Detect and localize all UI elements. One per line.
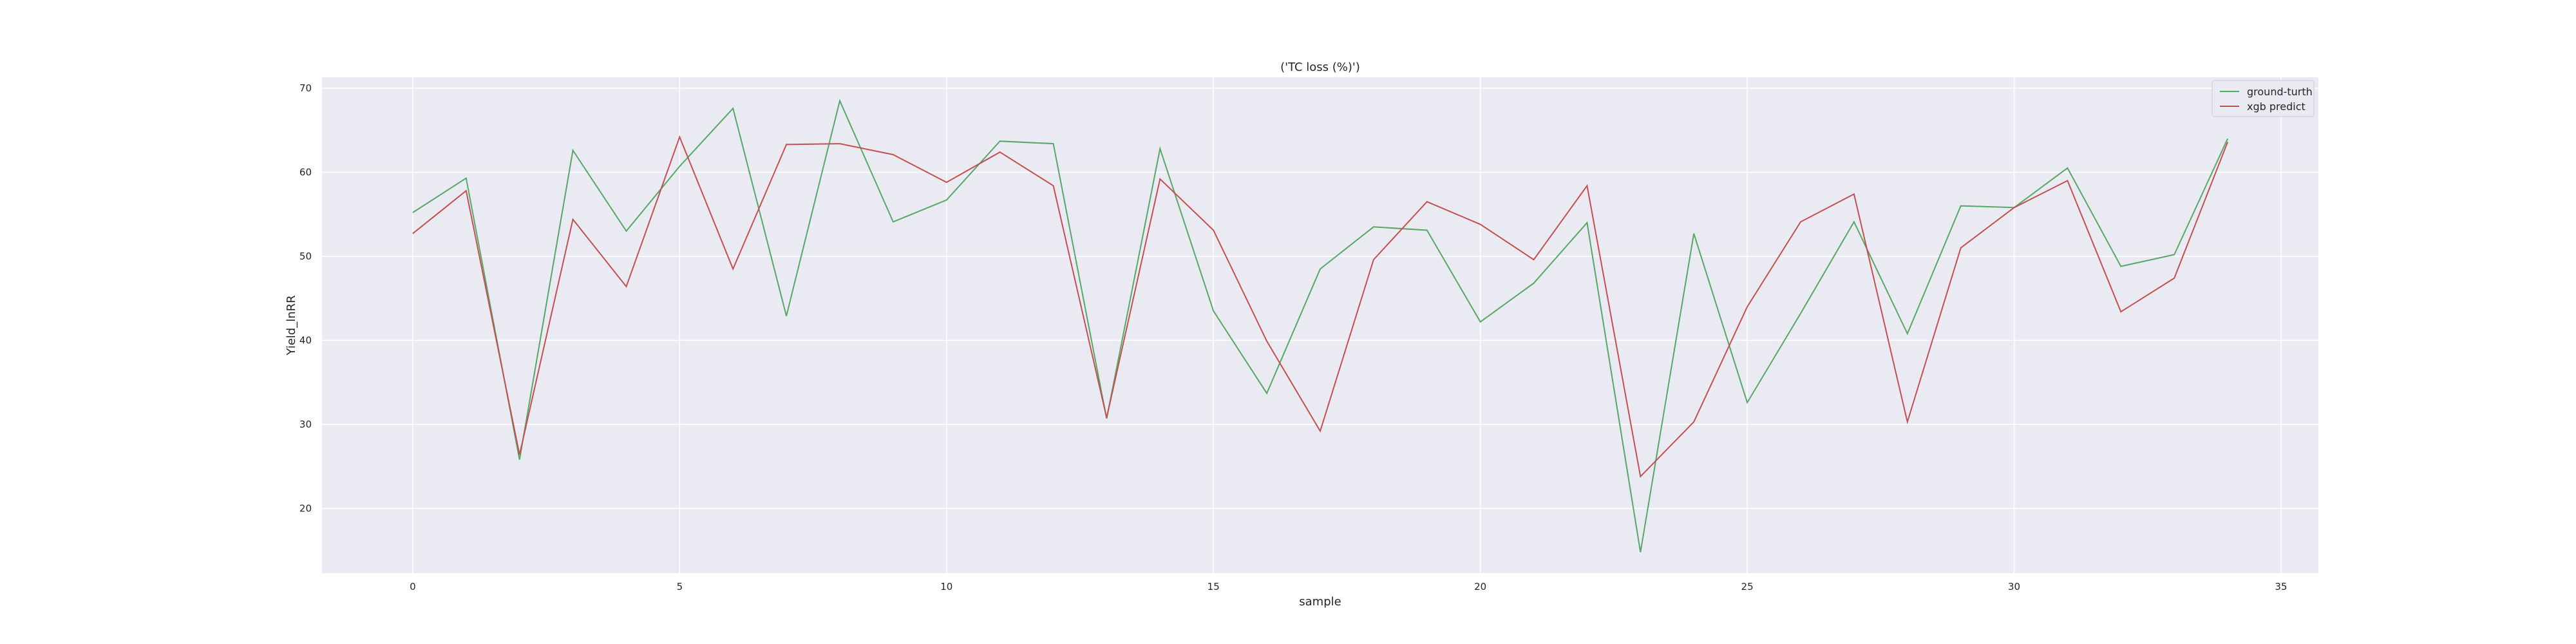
series-line-xgb-predict <box>412 135 2229 478</box>
chart-title: ('TC loss (%)') <box>1280 61 1360 74</box>
y-tick-label: 20 <box>299 503 312 515</box>
legend-label-ground-turth: ground-turth <box>2247 86 2313 98</box>
x-tick-label: 10 <box>940 581 952 592</box>
y-tick-label: 60 <box>299 166 312 178</box>
x-tick-label: 20 <box>1474 581 1486 592</box>
plot-background <box>322 77 2318 573</box>
y-tick-label: 30 <box>299 419 312 430</box>
legend-label-xgb-predict: xgb predict <box>2247 100 2306 113</box>
legend-box <box>2211 80 2315 117</box>
x-tick-label: 5 <box>677 581 683 592</box>
legend: ground-turth xgb predict <box>2211 80 2315 117</box>
y-tick-label: 40 <box>299 334 312 346</box>
x-tick-label: 25 <box>1741 581 1754 592</box>
y-tick-labels: 20 30 40 50 60 70 <box>299 82 312 515</box>
y-tick-label: 50 <box>299 251 312 262</box>
x-tick-label: 0 <box>410 581 416 592</box>
grid-lines <box>322 77 2318 573</box>
series-line-ground-turth <box>412 99 2229 553</box>
y-axis-label: Yield_lnRR <box>285 295 298 355</box>
x-tick-label: 15 <box>1208 581 1220 592</box>
series-group <box>412 99 2229 553</box>
x-tick-label: 35 <box>2275 581 2287 592</box>
x-axis-label: sample <box>1299 595 1341 609</box>
x-tick-label: 30 <box>2008 581 2020 592</box>
y-tick-label: 70 <box>299 82 312 94</box>
x-tick-labels: 0 5 10 15 20 25 30 35 <box>410 581 2287 592</box>
